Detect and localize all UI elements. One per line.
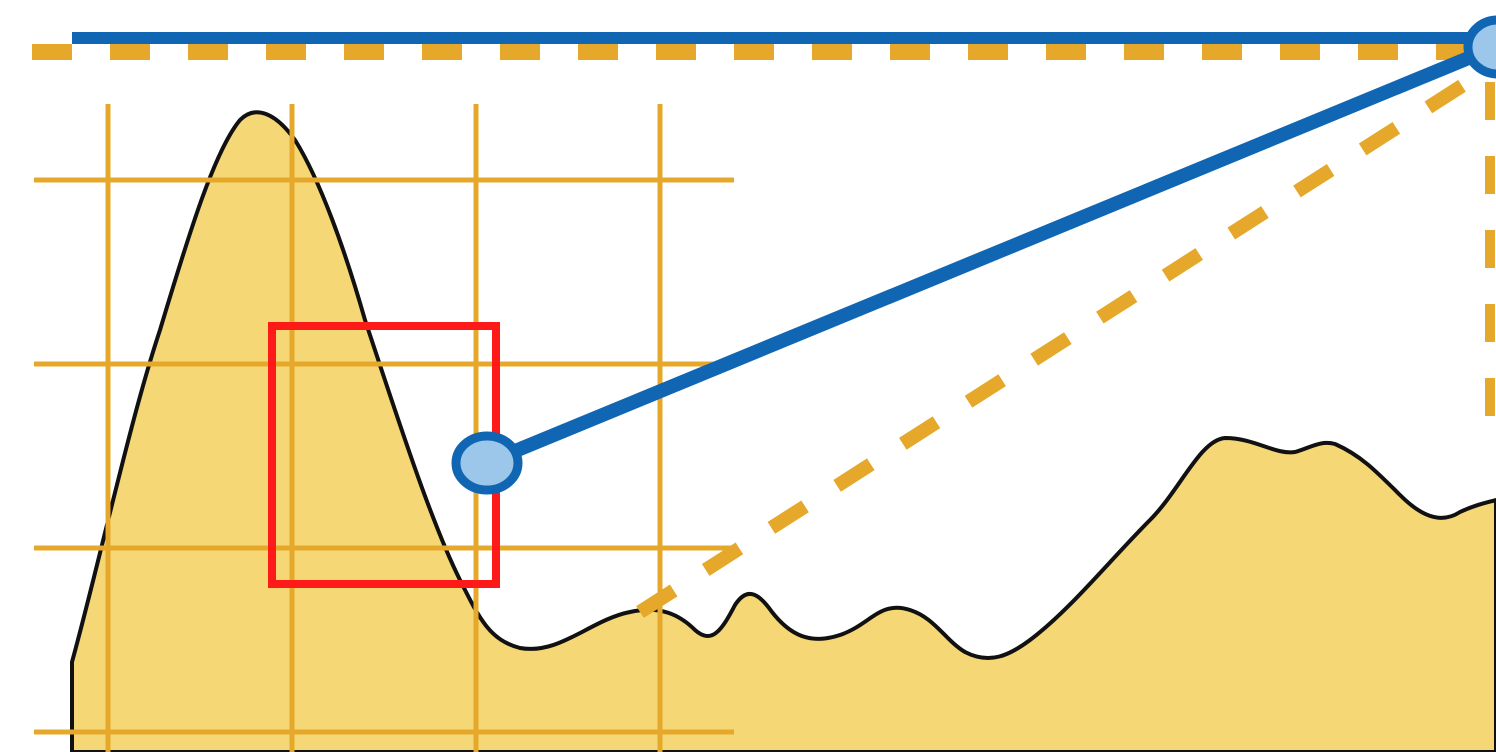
- end-node[interactable]: [1463, 15, 1496, 79]
- start-node[interactable]: [451, 431, 523, 495]
- grid-overlay: [34, 104, 734, 752]
- terrain-profile: [70, 110, 1496, 752]
- connector-line: [479, 43, 1495, 470]
- dashed-diagonal-guide: [636, 76, 1472, 618]
